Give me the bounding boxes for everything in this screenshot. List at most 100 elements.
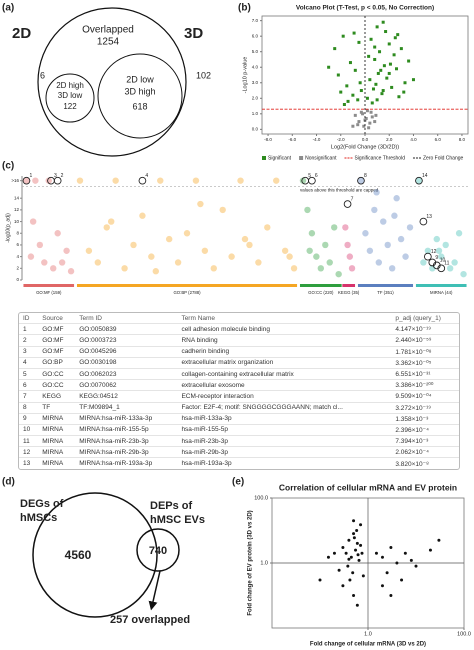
- source-bar: [415, 284, 467, 287]
- x-tick-label: -4.0: [313, 137, 321, 142]
- table-row: 2 GO:MF GO:0003723 RNA binding 2.440×10⁻⁵⁹: [19, 334, 459, 347]
- data-point: [255, 259, 262, 266]
- data-point: [371, 87, 375, 91]
- data-point: [378, 50, 382, 54]
- data-point: [359, 110, 363, 114]
- data-point: [201, 247, 209, 254]
- table-cell: 14: [19, 469, 38, 470]
- data-point: [460, 270, 467, 278]
- table-cell: 2.440×10⁻⁵⁹: [391, 334, 459, 347]
- table-row: 11 MIRNA MIRNA:hsa-miR-23b-3p hsa-miR-23b-3…: [19, 435, 459, 448]
- table-cell: TF:M09894_1: [75, 402, 178, 414]
- data-point: [409, 558, 413, 562]
- data-point: [352, 536, 356, 540]
- table-cell: GO:CC: [38, 379, 76, 392]
- y-tick-label: 1.0: [260, 560, 268, 566]
- data-point: [264, 224, 271, 231]
- data-point: [360, 551, 364, 555]
- data-point: [376, 71, 380, 75]
- highlight-point: [308, 176, 316, 185]
- data-point: [317, 265, 325, 272]
- highlight-point: [53, 176, 62, 185]
- data-point: [290, 265, 298, 272]
- data-point: [402, 90, 406, 94]
- data-point: [344, 241, 351, 249]
- table-cell: MIRNA:hsa-miR-29b-3p: [75, 446, 178, 459]
- panel-label: (d): [2, 477, 15, 488]
- data-point: [94, 259, 102, 266]
- table-cell: cell adhesion molecule binding: [177, 323, 392, 336]
- data-point: [368, 121, 372, 125]
- data-point: [318, 578, 322, 582]
- table-cell: MIRNA:hsa-miR-155-5p: [75, 424, 178, 437]
- data-point: [326, 555, 330, 559]
- table-row: 12 MIRNA MIRNA:hsa-miR-29b-3p hsa-miR-29b-3…: [19, 446, 459, 459]
- data-point: [36, 241, 44, 249]
- data-point: [415, 177, 423, 184]
- venn-label: 3D low: [58, 91, 83, 100]
- data-point: [103, 224, 110, 231]
- table-cell: TF: [38, 402, 76, 414]
- data-point: [359, 89, 363, 93]
- data-point: [367, 54, 371, 58]
- venn-circle: [45, 73, 95, 123]
- table-row: 7 KEGG KEGG:04512 ECM-receptor interaction 9…: [19, 390, 459, 403]
- y-tick-label: 4.0: [252, 64, 259, 69]
- table-cell: GO:MF: [38, 334, 76, 347]
- data-point: [85, 247, 93, 254]
- table-row: 13 MIRNA MIRNA:hsa-miR-193a-3p hsa-miR-193a…: [19, 457, 459, 469]
- venn-set-label: hMSCs: [20, 512, 57, 524]
- header-cell: Source: [38, 313, 76, 325]
- highlight-label: 5: [308, 173, 311, 179]
- data-point: [359, 523, 363, 527]
- table-cell: 9.509×10⁻⁰⁴: [391, 390, 459, 403]
- highlight-label: 13: [426, 214, 432, 220]
- data-point: [403, 551, 407, 555]
- data-point: [392, 53, 396, 57]
- venn-circle: [37, 7, 187, 157]
- table-cell: MIRNA: [38, 435, 76, 448]
- annotation: values above this threshold are capped: [300, 188, 379, 193]
- data-point: [446, 265, 454, 272]
- x-tick-label: 2.0: [386, 137, 393, 142]
- venn-set-label: 2D: [12, 25, 31, 42]
- data-point: [384, 241, 391, 249]
- data-point: [374, 551, 378, 555]
- table-cell: KEGG:04512: [75, 390, 178, 403]
- highlight-label: 7: [351, 196, 354, 202]
- highlight-label: 9: [435, 255, 438, 261]
- table-cell: 2.396×10⁻⁴: [391, 424, 459, 437]
- table-cell: hsa-miR-155-5p: [177, 424, 392, 437]
- table-cell: GO:MF: [38, 323, 76, 336]
- data-point: [345, 84, 349, 88]
- data-point: [50, 265, 57, 272]
- data-point: [395, 67, 399, 71]
- y-tick-label: 8: [16, 230, 19, 235]
- y-axis-label: Fold change of EV protein (3D vs 2D): [248, 510, 254, 615]
- data-point: [374, 82, 378, 86]
- y-tick-label: 10: [14, 219, 20, 224]
- venn-label: 3D high: [124, 86, 155, 96]
- highlight-label: 1: [29, 173, 32, 179]
- x-tick-label: 4.0: [410, 137, 417, 142]
- data-point: [380, 218, 387, 225]
- table-cell: GO:MF: [38, 346, 76, 358]
- data-point: [281, 247, 289, 254]
- venn-set-label: 3D: [184, 25, 203, 42]
- x-tick-label: -6.0: [288, 137, 296, 142]
- table-row: 10 MIRNA MIRNA:hsa-miR-155-5p hsa-miR-155-5…: [19, 424, 459, 437]
- table-cell: GO:0070062: [75, 379, 178, 392]
- table-cell: 7.394×10⁻³: [391, 435, 459, 448]
- data-point: [397, 235, 405, 243]
- data-point: [336, 73, 340, 77]
- data-point: [29, 218, 37, 225]
- data-point: [139, 212, 146, 219]
- table-cell: GO:CC: [38, 368, 76, 381]
- source-label: TF (351): [377, 290, 394, 295]
- y-tick-label: 6.0: [252, 33, 259, 38]
- header-row: ID Source Term ID Term Name p_adj (query_1): [19, 313, 459, 325]
- table-cell: 1.358×10⁻³: [391, 413, 459, 425]
- x-tick-label: 0.0: [362, 137, 369, 142]
- data-point: [351, 124, 355, 128]
